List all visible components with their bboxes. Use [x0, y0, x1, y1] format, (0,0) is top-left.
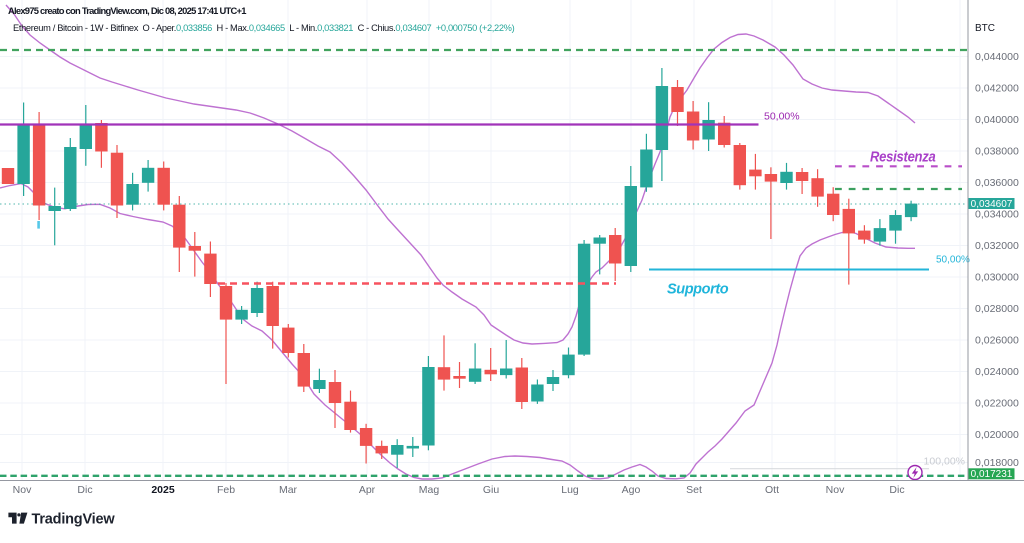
svg-text:0,034000: 0,034000: [975, 209, 1019, 221]
svg-text:50,00%: 50,00%: [936, 255, 970, 266]
svg-text:Mar: Mar: [279, 484, 298, 496]
svg-text:Dic: Dic: [77, 484, 92, 496]
svg-text:TradingView: TradingView: [32, 512, 116, 528]
svg-text:0,040000: 0,040000: [975, 114, 1019, 126]
svg-text:Alex975 creato con TradingView: Alex975 creato con TradingView.com, Dic …: [8, 5, 246, 16]
svg-text:Mag: Mag: [419, 484, 440, 496]
svg-text:0,017231: 0,017231: [971, 469, 1013, 480]
svg-text:Nov: Nov: [13, 484, 32, 496]
svg-text:0,024000: 0,024000: [975, 366, 1019, 378]
svg-text:Ott: Ott: [765, 484, 779, 496]
svg-text:Ethereum / Bitcoin - 1W - Bitf: Ethereum / Bitcoin - 1W - Bitfinex O - A…: [13, 23, 515, 33]
svg-text:Nov: Nov: [826, 484, 845, 496]
svg-text:Apr: Apr: [359, 484, 376, 496]
svg-text:0,018000: 0,018000: [975, 457, 1019, 469]
svg-text:100,00%: 100,00%: [924, 456, 965, 468]
svg-text:Feb: Feb: [217, 484, 235, 496]
svg-text:0,038000: 0,038000: [975, 146, 1019, 158]
svg-text:0,022000: 0,022000: [975, 398, 1019, 410]
svg-text:0,034607: 0,034607: [971, 199, 1013, 210]
svg-text:Supporto: Supporto: [667, 282, 729, 298]
svg-text:50,00%: 50,00%: [764, 111, 800, 123]
svg-text:0,032000: 0,032000: [975, 240, 1019, 252]
svg-text:2025: 2025: [151, 484, 175, 496]
svg-text:0,030000: 0,030000: [975, 272, 1019, 284]
svg-text:Lug: Lug: [561, 484, 579, 496]
svg-text:0,036000: 0,036000: [975, 177, 1019, 189]
svg-text:BTC: BTC: [975, 23, 995, 34]
svg-text:Ago: Ago: [622, 484, 641, 496]
svg-text:Giu: Giu: [483, 484, 500, 496]
svg-text:0,044000: 0,044000: [975, 51, 1019, 63]
svg-text:0,042000: 0,042000: [975, 83, 1019, 95]
svg-text:Set: Set: [686, 484, 702, 496]
svg-text:Resistenza: Resistenza: [870, 148, 936, 165]
svg-text:Dic: Dic: [889, 484, 904, 496]
svg-text:0,028000: 0,028000: [975, 303, 1019, 315]
svg-text:0,020000: 0,020000: [975, 429, 1019, 441]
svg-text:0,026000: 0,026000: [975, 335, 1019, 347]
